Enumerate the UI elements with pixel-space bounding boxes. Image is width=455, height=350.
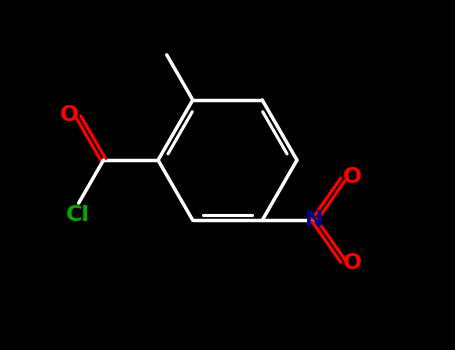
Text: N: N [305,210,324,230]
Text: O: O [60,105,79,125]
Text: O: O [343,253,362,273]
Text: Cl: Cl [66,205,90,225]
Text: O: O [343,167,362,187]
